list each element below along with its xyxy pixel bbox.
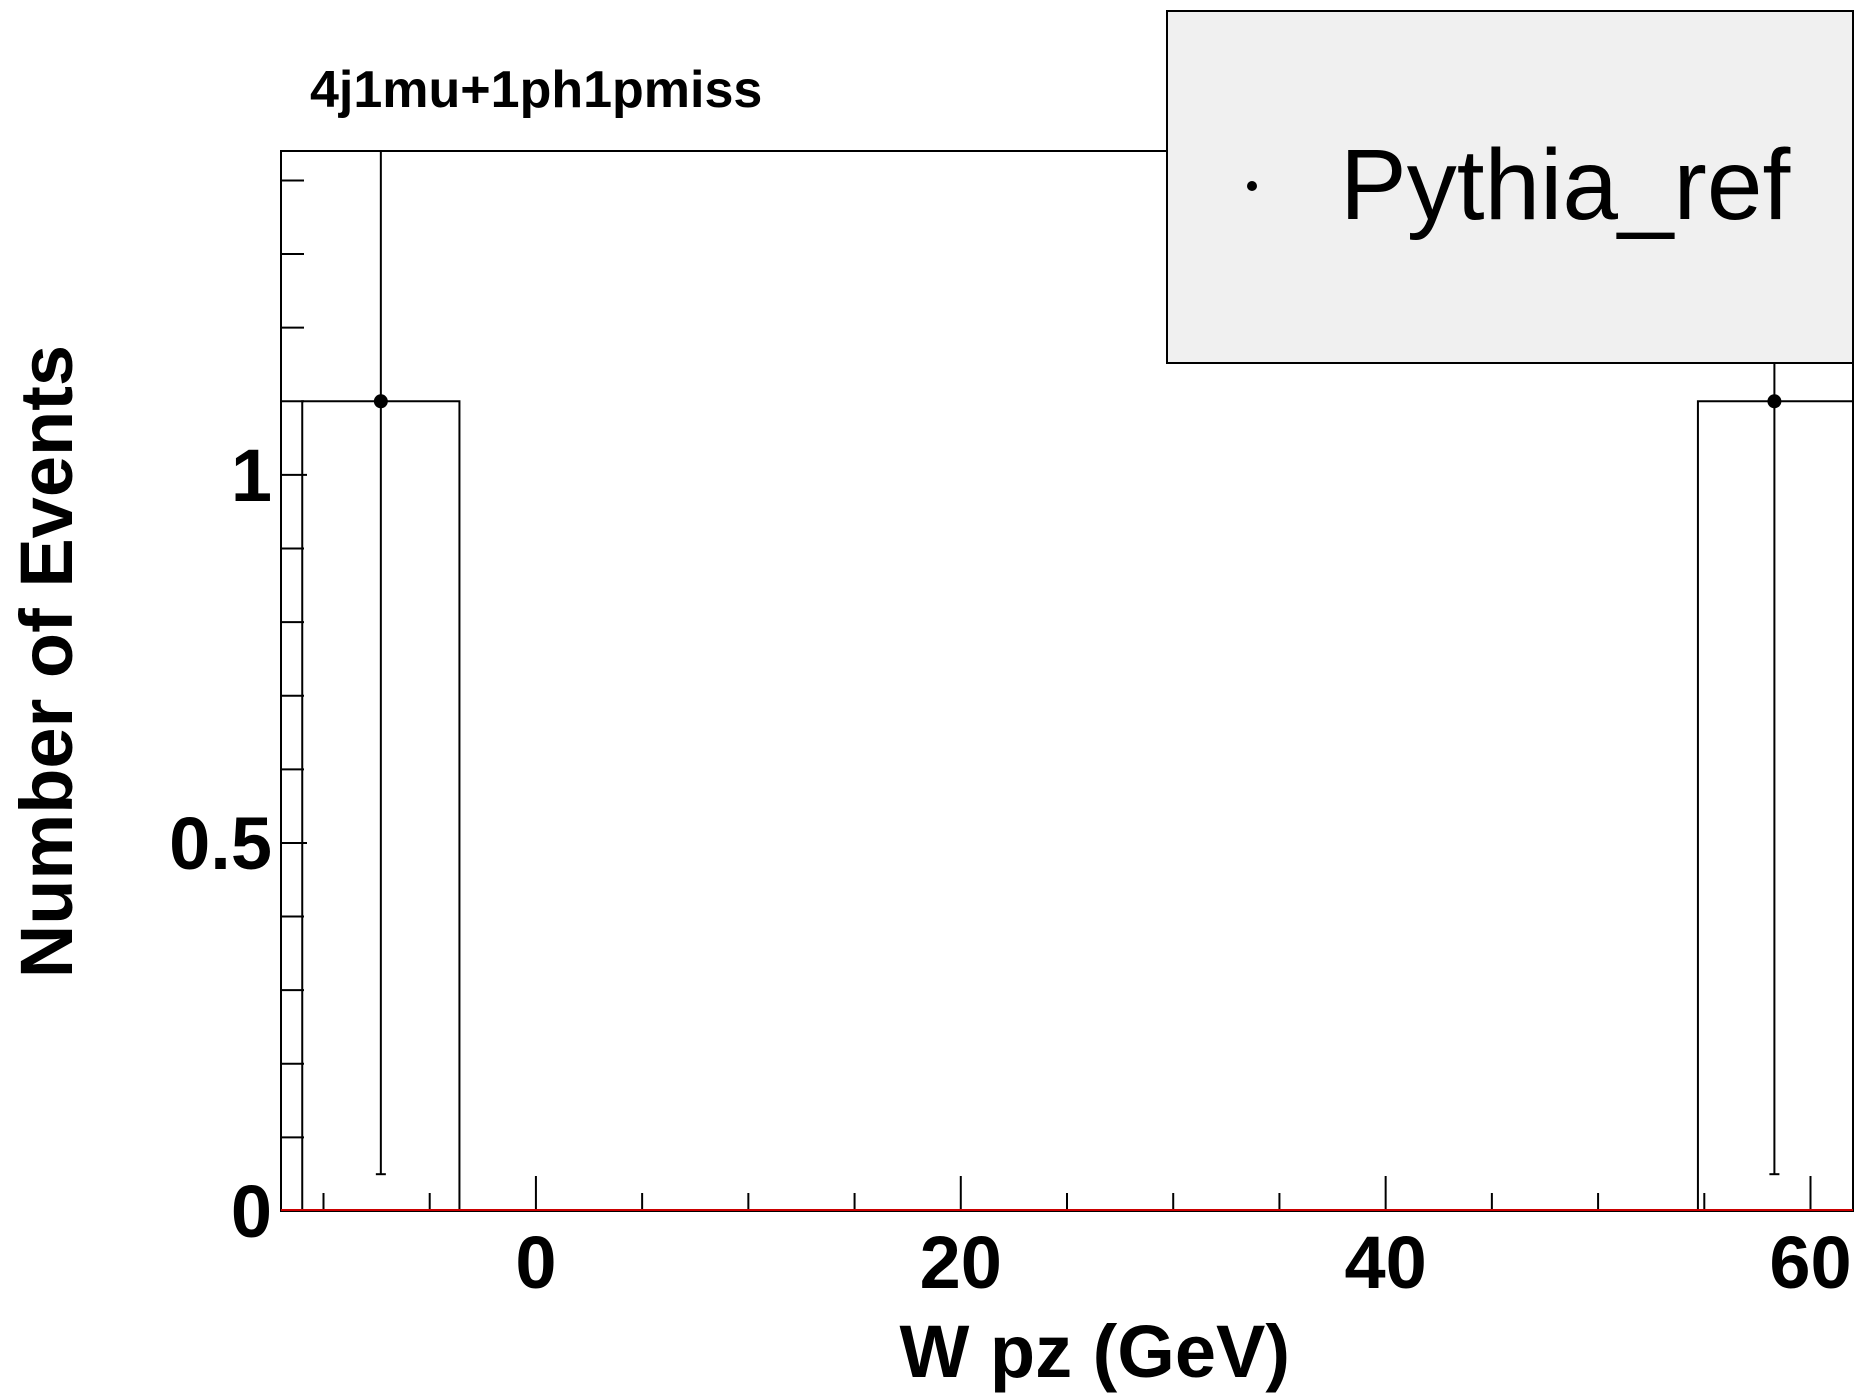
x-tick-label: 20 [920, 1221, 1002, 1304]
legend-box [1166, 10, 1854, 364]
y-tick-label: 1 [231, 434, 272, 517]
y-tick-label: 0.5 [169, 802, 272, 885]
x-tick-label: 40 [1344, 1221, 1426, 1304]
legend: Pythia_ref [1166, 10, 1854, 364]
y-tick-label: 0 [231, 1170, 272, 1253]
x-tick-label: 0 [515, 1221, 556, 1304]
legend-marker [1247, 181, 1257, 191]
chart-title: 4j1mu+1ph1pmiss [310, 61, 762, 119]
data-point [1767, 394, 1782, 409]
x-tick-label: 60 [1769, 1221, 1851, 1304]
y-axis-label: Number of Events [5, 345, 88, 978]
x-ticks: 0 20 40 60 [322, 1176, 1852, 1304]
y-ticks: 00.51 [169, 179, 307, 1253]
x-axis-label: W pz (GeV) [899, 1310, 1290, 1393]
data-point [373, 394, 388, 409]
legend-label-pythia-ref: Pythia_ref [1340, 129, 1790, 241]
histogram-bin [1696, 400, 1854, 1211]
